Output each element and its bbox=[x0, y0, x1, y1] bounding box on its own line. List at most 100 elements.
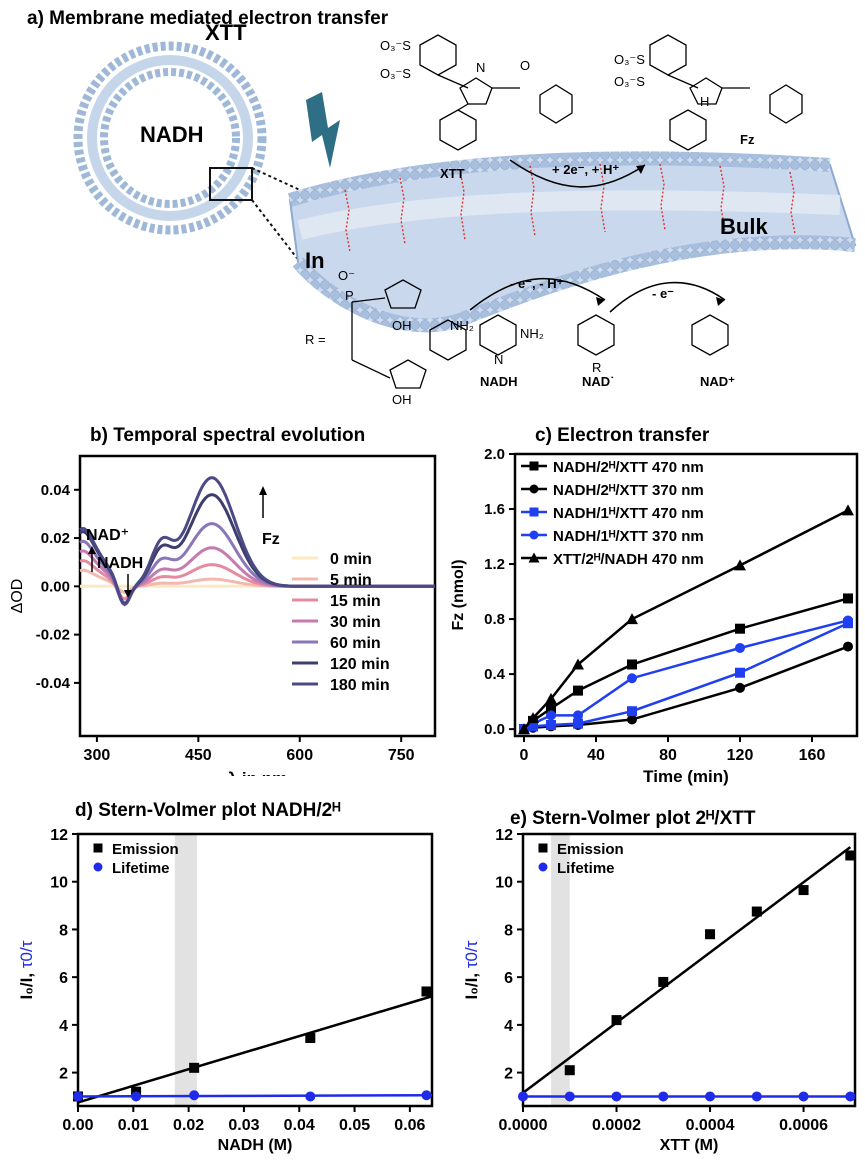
data-point bbox=[735, 682, 745, 693]
plot-frame bbox=[76, 832, 434, 1108]
reaction-mid-label: - e⁻, - H⁺ bbox=[510, 276, 564, 291]
y-tick-label: 1.6 bbox=[484, 501, 505, 518]
legend-label: NADH/1ᴴ/XTT 470 nm bbox=[553, 505, 704, 522]
y-tick-label: 4 bbox=[504, 1018, 513, 1035]
y-tick-label: -0.02 bbox=[36, 627, 70, 644]
legend-marker bbox=[529, 461, 539, 471]
y-tick-label: 2 bbox=[59, 1066, 68, 1083]
x-axis-label: λ in nm bbox=[228, 769, 288, 776]
nadh-molecule-label: NADH bbox=[480, 374, 518, 389]
annotation-nad-plus: NAD⁺ bbox=[86, 527, 129, 544]
arrow-up-icon bbox=[259, 486, 267, 495]
reaction-top-label: + 2e⁻, + H⁺ bbox=[552, 162, 620, 177]
y-tick-label: 2.0 bbox=[484, 446, 505, 463]
data-point bbox=[518, 1091, 528, 1102]
data-point bbox=[305, 1033, 316, 1043]
data-point bbox=[627, 673, 637, 684]
vesicle-icon bbox=[73, 41, 301, 263]
legend-label: 60 min bbox=[330, 635, 381, 652]
nadh-vesicle-label: NADH bbox=[140, 122, 204, 147]
x-tick-label: 0.03 bbox=[228, 1117, 259, 1134]
data-point bbox=[798, 885, 809, 896]
y-tick-label: 0.02 bbox=[41, 530, 70, 547]
x-tick-label: 750 bbox=[388, 747, 415, 764]
x-tick-label: 0.02 bbox=[173, 1117, 204, 1134]
x-tick-label: 0.04 bbox=[284, 1117, 315, 1134]
panel-b-title: b) Temporal spectral evolution bbox=[90, 425, 366, 446]
data-point bbox=[546, 719, 556, 730]
so3-label-d: O₃⁻S bbox=[614, 74, 645, 89]
legend-marker bbox=[538, 862, 548, 872]
h-label: H bbox=[700, 94, 710, 109]
y-tick-label: 6 bbox=[59, 970, 68, 987]
y-tick-label: 0.0 bbox=[484, 721, 505, 738]
legend-label: Lifetime bbox=[557, 860, 615, 877]
data-point bbox=[305, 1091, 316, 1102]
data-point bbox=[611, 1091, 622, 1102]
so3-label-a: O₃⁻S bbox=[380, 38, 411, 53]
x-axis-label: NADH (M) bbox=[218, 1137, 293, 1154]
data-point bbox=[611, 1015, 622, 1026]
o-label: O bbox=[520, 58, 531, 73]
panel-a-illustration bbox=[73, 34, 857, 389]
x-tick-label: 0.06 bbox=[394, 1117, 425, 1134]
y-axis-label: I₀/I, τ0/τ bbox=[462, 940, 481, 999]
x-tick-label: 120 bbox=[727, 747, 754, 764]
data-point bbox=[564, 1065, 575, 1076]
data-point bbox=[73, 1091, 83, 1102]
n-ring-label: N bbox=[494, 352, 504, 367]
xtt-vesicle-label: XTT bbox=[205, 20, 247, 45]
data-point bbox=[734, 559, 746, 571]
annotation-fz: Fz bbox=[262, 531, 280, 548]
fit-line bbox=[77, 995, 433, 1104]
membrane-icon bbox=[287, 151, 857, 333]
legend-marker bbox=[93, 862, 103, 872]
legend-marker bbox=[528, 552, 540, 563]
x-tick-label: 0.0000 bbox=[499, 1117, 548, 1134]
data-point bbox=[735, 667, 745, 678]
nh2-label: NH₂ bbox=[450, 318, 474, 333]
x-axis-label: XTT (M) bbox=[660, 1137, 719, 1154]
x-tick-label: 0.05 bbox=[339, 1117, 370, 1134]
y-axis-label: ΔOD bbox=[9, 579, 26, 614]
data-point bbox=[842, 504, 854, 516]
data-point bbox=[735, 642, 745, 653]
data-point bbox=[658, 976, 669, 987]
data-point bbox=[189, 1090, 200, 1101]
x-tick-label: 0.0004 bbox=[686, 1117, 735, 1134]
y-tick-label: 12 bbox=[495, 827, 513, 844]
highlight-band bbox=[551, 834, 570, 1106]
data-point bbox=[421, 986, 432, 997]
data-point bbox=[627, 714, 637, 725]
data-point bbox=[189, 1062, 200, 1073]
y-tick-label: 1.2 bbox=[484, 556, 505, 573]
x-tick-label: 80 bbox=[659, 747, 677, 764]
data-point bbox=[735, 623, 745, 634]
panel-d-title: d) Stern-Volmer plot NADH/2ᴴ bbox=[75, 800, 341, 821]
series-line bbox=[523, 622, 849, 731]
data-point bbox=[573, 718, 583, 729]
plot-frame bbox=[78, 454, 437, 738]
legend-marker bbox=[529, 507, 539, 517]
x-tick-label: 0.0006 bbox=[779, 1117, 828, 1134]
y-axis-label-blue: τ0/τ bbox=[462, 940, 481, 968]
reaction-right-label: - e⁻ bbox=[652, 286, 675, 301]
y-tick-label: 10 bbox=[495, 875, 513, 892]
data-point bbox=[546, 710, 556, 721]
bulk-label: Bulk bbox=[720, 214, 768, 239]
n-label: N bbox=[476, 60, 486, 75]
y-tick-label: 12 bbox=[50, 827, 68, 844]
data-point bbox=[572, 658, 584, 670]
y-tick-label: 10 bbox=[50, 875, 68, 892]
y-tick-label: 0.00 bbox=[41, 578, 70, 595]
data-point bbox=[573, 710, 583, 721]
panel-e-title: e) Stern-Volmer plot 2ᴴ/XTT bbox=[510, 808, 756, 829]
y-tick-label: 8 bbox=[59, 922, 68, 939]
legend-label: Emission bbox=[557, 841, 624, 858]
data-point bbox=[751, 906, 762, 917]
plot-frame bbox=[521, 832, 857, 1108]
y-tick-label: 6 bbox=[504, 970, 513, 987]
spectra-chart: 300 450 600 750 -0.04 -0.02 0.00 0.02 0.04 λ in n… bbox=[9, 454, 437, 776]
nad-radical-label: NAD˙ bbox=[582, 374, 615, 389]
y-axis-label: I₀/I, τ0/τ bbox=[17, 940, 36, 999]
